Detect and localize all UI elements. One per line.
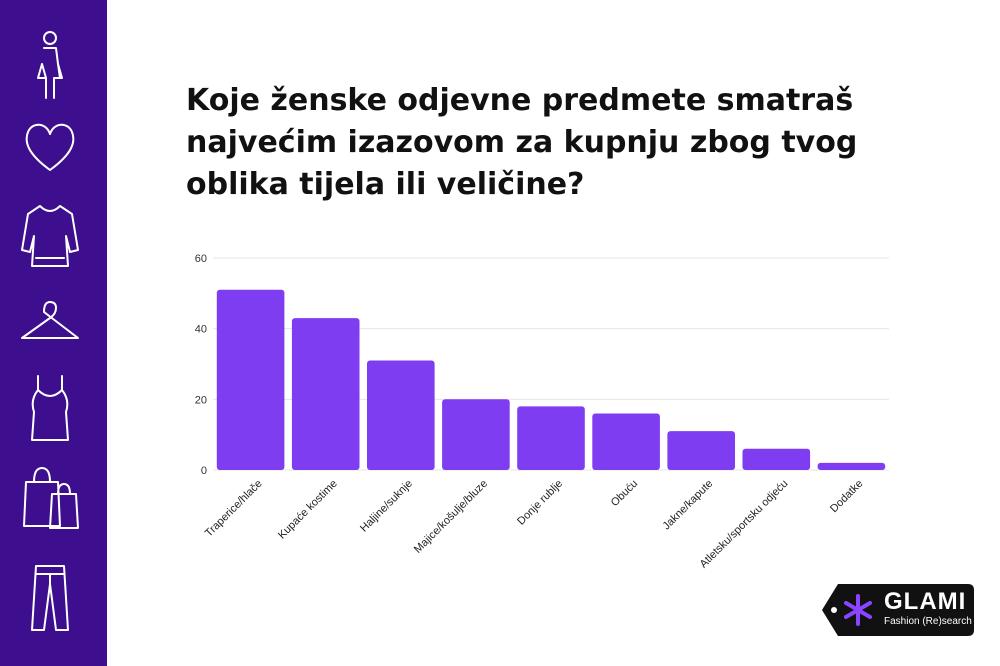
x-tick-label: Jakne/kapute	[661, 478, 716, 533]
chart-title: Koje ženske odjevne predmete smatraš naj…	[186, 83, 858, 202]
brand-subtitle: Fashion (Re)search	[884, 616, 972, 627]
bar	[216, 289, 285, 470]
y-tick-label: 0	[201, 465, 207, 477]
asterisk-icon	[844, 594, 872, 626]
y-tick-label: 60	[195, 253, 207, 265]
sidebar	[0, 0, 107, 666]
woman-icon	[18, 30, 82, 102]
badge-shape	[822, 584, 974, 636]
tank-top-icon	[18, 372, 82, 444]
x-tick-label: Majice/košulje/bluze	[412, 478, 490, 556]
hanger-icon	[18, 290, 82, 362]
y-tick-label: 20	[195, 394, 207, 406]
heart-icon	[18, 110, 82, 182]
x-tick-label: Obuću	[609, 478, 640, 509]
y-tick-label: 40	[195, 324, 207, 336]
bar	[517, 406, 585, 470]
x-tick-label: Kupaće kostime	[276, 478, 340, 542]
shopping-bags-icon	[18, 460, 82, 532]
bar	[592, 413, 660, 470]
x-tick-label: Donje rublje	[515, 478, 565, 528]
bar	[291, 318, 360, 470]
glami-badge: GLAMI Fashion (Re)search	[822, 584, 974, 636]
bar	[667, 431, 735, 470]
bar	[817, 462, 886, 470]
bar	[442, 399, 510, 470]
jeans-icon	[18, 562, 82, 634]
bar	[367, 360, 435, 470]
x-tick-label: Dodatke	[828, 478, 865, 515]
brand-name: GLAMI	[884, 588, 967, 615]
x-tick-label: Haljine/suknje	[358, 478, 415, 535]
x-tick-label: Atletsku/sportsku odjeću	[698, 478, 791, 571]
dress-icon	[18, 200, 82, 272]
x-tick-label: Traperice/hlače	[203, 478, 265, 540]
bar	[742, 448, 811, 470]
